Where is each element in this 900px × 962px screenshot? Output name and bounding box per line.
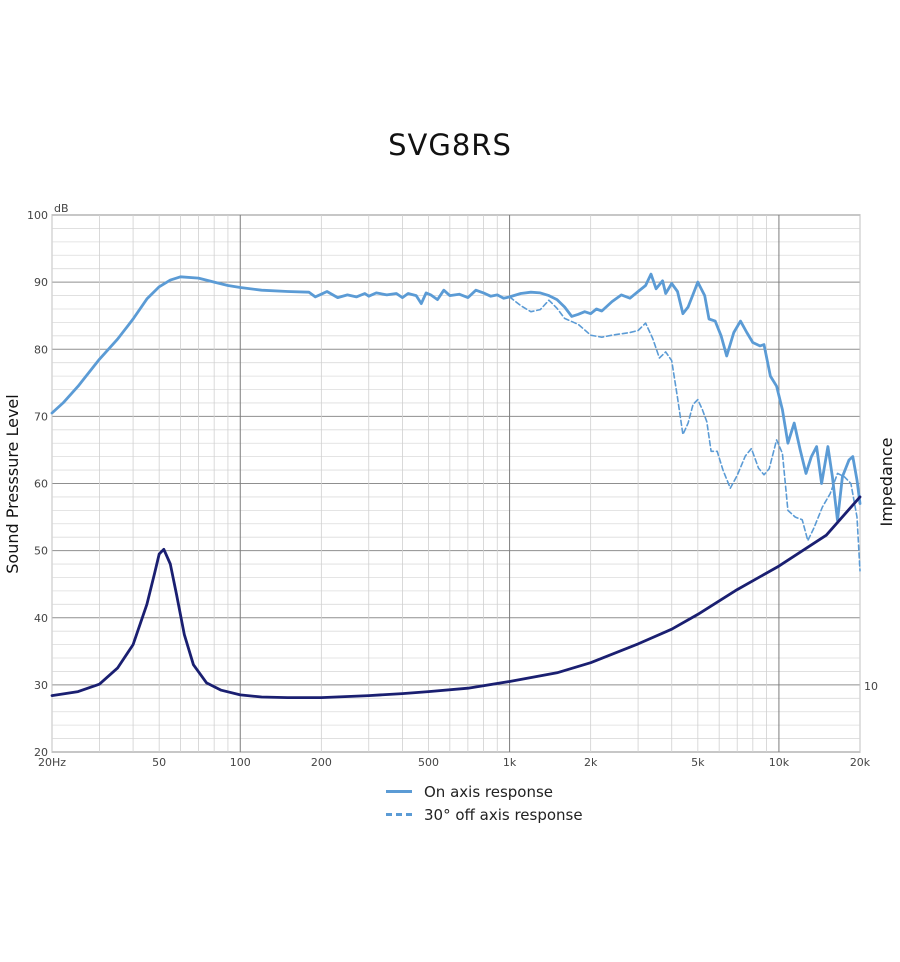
x-tick-label: 20k xyxy=(850,756,871,769)
x-tick-label: 5k xyxy=(691,756,705,769)
y-tick-label: 60 xyxy=(34,478,48,491)
legend-item-off-axis: 30° off axis response xyxy=(386,803,583,826)
x-tick-label: 500 xyxy=(418,756,439,769)
data-series xyxy=(50,272,862,699)
legend: On axis response 30° off axis response xyxy=(386,780,583,826)
series-impedance-line xyxy=(50,495,862,699)
y-tick-label: 30 xyxy=(34,679,48,692)
x-tick-label: 2k xyxy=(584,756,598,769)
series-on-axis-line xyxy=(50,272,862,522)
legend-item-on-axis: On axis response xyxy=(386,780,583,803)
y-tick-label: 50 xyxy=(34,545,48,558)
tick-labels: 20 30 40 50 60 70 80 90 100 20Hz 50 100 200 500 1k 2k 5k… xyxy=(27,209,878,769)
x-tick-label: 100 xyxy=(230,756,251,769)
legend-label-on-axis: On axis response xyxy=(424,782,554,801)
y-tick-label: 20 xyxy=(34,746,48,759)
legend-swatch-solid xyxy=(386,790,412,793)
legend-swatch-dashed xyxy=(386,813,412,816)
x-tick-label: 50 xyxy=(152,756,166,769)
x-tick-label: 200 xyxy=(311,756,332,769)
x-tick-label: 20Hz xyxy=(38,756,66,769)
legend-label-off-axis: 30° off axis response xyxy=(424,805,583,824)
y-tick-label: 90 xyxy=(34,276,48,289)
y-tick-label: 80 xyxy=(34,343,48,356)
y-tick-label: 100 xyxy=(27,209,48,222)
y-tick-label: 40 xyxy=(34,612,48,625)
chart-title: SVG8RS xyxy=(388,128,512,162)
y-axis-title: Sound Presssure Level xyxy=(3,394,22,573)
y-tick-label: 70 xyxy=(34,410,48,423)
x-tick-label: 10k xyxy=(769,756,790,769)
y2-tick-label: 10 xyxy=(864,680,878,693)
y-unit-label: dB xyxy=(54,202,69,215)
series-off-axis-line xyxy=(508,296,861,572)
grid-lines xyxy=(51,214,861,753)
x-tick-label: 1k xyxy=(503,756,517,769)
y2-axis-title: Impedance xyxy=(877,437,896,526)
